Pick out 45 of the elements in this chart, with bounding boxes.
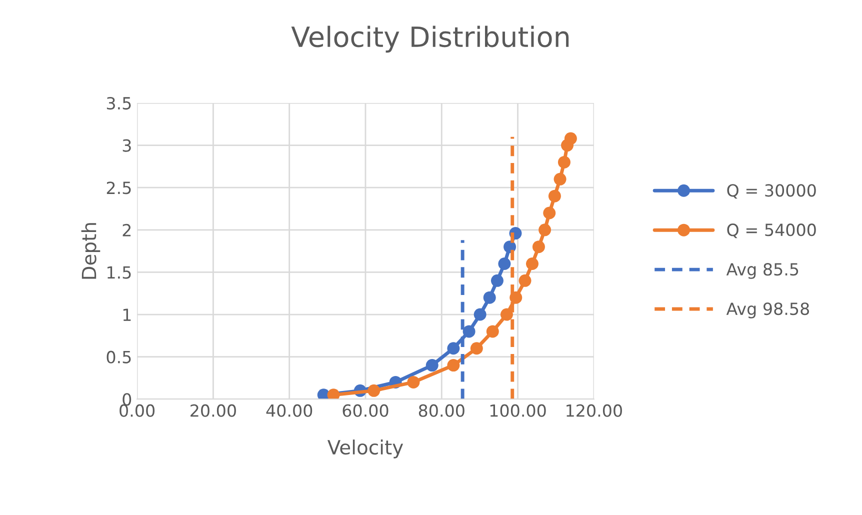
- point: [426, 359, 438, 372]
- point: [538, 224, 552, 236]
- point: [558, 156, 570, 168]
- point: [526, 258, 538, 270]
- legend-label: Avg 98.58: [726, 302, 810, 318]
- legend-label: Q = 30000: [727, 184, 816, 199]
- y-tick-label: 3.5: [106, 96, 131, 110]
- x-axis-title: Velocity: [328, 440, 404, 458]
- point: [474, 308, 486, 321]
- point: [543, 206, 556, 220]
- point: [554, 172, 566, 186]
- point: [518, 274, 532, 287]
- x-tick-label: 60.00: [342, 404, 388, 417]
- x-tick-label: 80.00: [418, 404, 464, 417]
- y-tick-label: 2: [122, 224, 131, 236]
- y-tick-label: 0.5: [106, 350, 131, 364]
- point: [564, 132, 577, 145]
- x-tick-label: 40.00: [266, 404, 312, 417]
- x-tick-label: 120.00: [566, 404, 622, 417]
- point: [548, 190, 561, 202]
- x-tick-label: 100.00: [490, 404, 546, 417]
- point: [462, 325, 476, 338]
- point: [500, 308, 513, 321]
- chart-title: Velocity Distribution: [291, 26, 569, 53]
- point: [407, 376, 420, 388]
- point: [447, 342, 460, 355]
- x-tick-label: 20.00: [190, 404, 236, 417]
- point: [483, 291, 496, 304]
- point: [490, 274, 504, 287]
- y-tick-label: 1.5: [108, 266, 131, 279]
- y-tick-label: 1: [123, 308, 131, 321]
- point: [470, 342, 483, 355]
- y-axis-title: Depth: [81, 223, 100, 279]
- point: [447, 359, 460, 372]
- point: [498, 258, 511, 270]
- legend-label: Avg 85.5: [726, 263, 798, 279]
- point: [327, 388, 340, 400]
- point: [368, 384, 380, 397]
- y-tick-label: 0: [122, 393, 132, 406]
- x-tick-label: 0.00: [120, 404, 155, 417]
- y-tick-label: 3: [122, 139, 131, 152]
- point: [532, 240, 545, 254]
- legend-label: Q = 54000: [727, 224, 816, 238]
- y-tick-label: 2.5: [106, 182, 131, 194]
- point: [486, 325, 499, 338]
